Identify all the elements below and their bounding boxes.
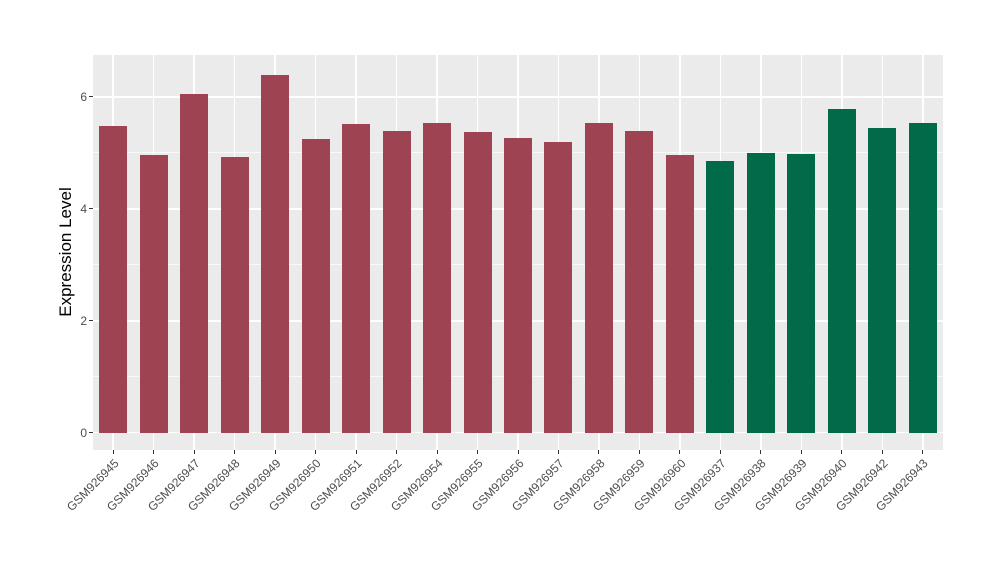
- x-tick-mark: [396, 450, 398, 454]
- bar-GSM926950: [301, 138, 330, 433]
- y-tick-label: 2: [80, 313, 87, 328]
- bar-GSM926943: [908, 122, 937, 433]
- bar-GSM926938: [746, 152, 775, 433]
- y-tick-label: 6: [80, 89, 87, 104]
- bar-GSM926952: [382, 131, 411, 433]
- x-tick-mark: [274, 450, 276, 454]
- y-tick-mark: [89, 208, 93, 210]
- x-tick-mark: [598, 450, 600, 454]
- bar-GSM926945: [99, 126, 128, 433]
- x-tick-mark: [436, 450, 438, 454]
- x-tick-mark: [719, 450, 721, 454]
- bar-GSM926958: [584, 123, 613, 433]
- y-tick-mark: [89, 320, 93, 322]
- y-axis-title: Expression Level: [56, 187, 75, 317]
- bar-GSM926939: [787, 154, 816, 433]
- bar-GSM926956: [504, 137, 532, 433]
- bar-GSM926955: [463, 131, 492, 433]
- x-tick-mark: [477, 450, 479, 454]
- bar-GSM926942: [868, 127, 897, 433]
- y-tick-label: 0: [80, 425, 87, 440]
- bar-GSM926949: [261, 74, 290, 433]
- bar-GSM926947: [180, 94, 209, 433]
- y-tick-label: 4: [80, 201, 87, 216]
- bar-GSM926957: [544, 141, 573, 433]
- x-tick-mark: [760, 450, 762, 454]
- x-tick-mark: [638, 450, 640, 454]
- x-tick-mark: [557, 450, 559, 454]
- bar-GSM926940: [827, 108, 856, 433]
- x-tick-mark: [517, 450, 519, 454]
- x-tick-mark: [153, 450, 155, 454]
- x-tick-mark: [315, 450, 317, 454]
- bar-GSM926951: [342, 123, 371, 433]
- x-tick-mark: [355, 450, 357, 454]
- x-tick-mark: [841, 450, 843, 454]
- bar-GSM926960: [665, 155, 694, 433]
- x-tick-mark: [193, 450, 195, 454]
- x-tick-mark: [800, 450, 802, 454]
- x-tick-mark: [234, 450, 236, 454]
- x-tick-mark: [922, 450, 924, 454]
- x-tick-mark: [679, 450, 681, 454]
- x-tick-mark: [112, 450, 114, 454]
- y-tick-mark: [89, 432, 93, 434]
- bar-GSM926954: [423, 122, 452, 433]
- x-tick-mark: [881, 450, 883, 454]
- bar-GSM926946: [139, 155, 168, 433]
- y-tick-mark: [89, 96, 93, 98]
- bar-GSM926948: [220, 156, 249, 433]
- bar-GSM926937: [706, 160, 735, 433]
- bar-GSM926959: [625, 131, 654, 433]
- plot-panel: [93, 55, 943, 450]
